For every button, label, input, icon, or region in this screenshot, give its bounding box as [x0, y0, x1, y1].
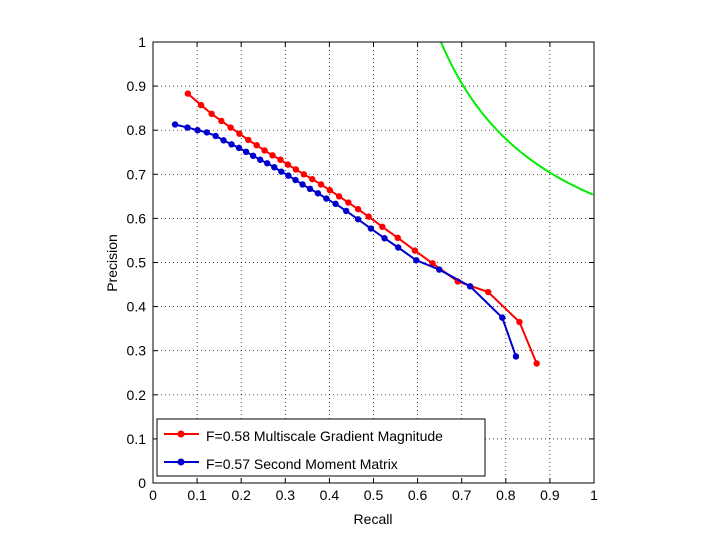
series-2-point — [264, 160, 271, 167]
series-2-point — [466, 283, 474, 290]
series-1-point — [236, 130, 243, 137]
legend-marker-series-1 — [177, 430, 185, 438]
x-tick-label: 0.1 — [187, 487, 207, 503]
x-tick-label: 0.6 — [408, 487, 428, 503]
series-1-point — [218, 117, 225, 125]
y-tick-label: 1 — [138, 34, 146, 50]
series-1-point — [484, 288, 492, 296]
x-tick-label: 1 — [590, 487, 598, 503]
series-1-point — [184, 90, 192, 97]
series-2-point — [249, 152, 257, 159]
series-2-point — [194, 127, 201, 134]
legend-label-series-2: F=0.57 Second Moment Matrix — [206, 456, 398, 472]
series-2-point — [299, 181, 306, 188]
series-1-point — [379, 223, 386, 230]
series-2-point — [285, 172, 292, 179]
y-tick-label: 0.8 — [127, 122, 147, 138]
series-2-point — [512, 353, 520, 360]
series-1-point — [208, 110, 215, 118]
series-1-point — [516, 318, 523, 326]
series-1-point — [429, 260, 436, 267]
series-1-point — [292, 166, 300, 173]
x-axis-label: Recall — [354, 511, 393, 527]
series-1-point — [411, 247, 419, 254]
y-axis-label: Precision — [104, 234, 120, 292]
series-1-point — [394, 234, 401, 242]
series-2-point — [354, 216, 362, 223]
legend: F=0.58 Multiscale Gradient Magnitude F=0… — [156, 418, 486, 477]
series-2-point — [342, 207, 350, 215]
series-2-point — [323, 195, 330, 202]
y-tick-label: 0.9 — [127, 78, 147, 94]
y-tick-label: 0.1 — [127, 431, 147, 447]
x-tick-label: 0.5 — [364, 487, 384, 503]
x-tick-label: 0 — [149, 487, 157, 503]
x-tick-label: 0.9 — [540, 487, 560, 503]
series-1-point — [261, 147, 268, 154]
series-2-point — [256, 156, 264, 163]
series-2-point — [212, 132, 219, 140]
series-2-point — [292, 176, 299, 184]
series-2-point — [278, 168, 285, 175]
iso-f-reference-curve — [440, 41, 594, 196]
series-1-point — [345, 199, 352, 206]
x-tick-label: 0.3 — [276, 487, 296, 503]
series-2-point — [332, 200, 339, 208]
series-1-point — [317, 181, 325, 188]
y-tick-label: 0.2 — [127, 387, 147, 403]
series-2-point — [381, 235, 388, 242]
series-1-point — [300, 171, 308, 178]
series-2-point — [436, 266, 443, 273]
series-2-point — [367, 225, 375, 232]
x-tick-label: 0.7 — [452, 487, 472, 503]
series-2-point — [235, 144, 243, 152]
x-tick-label: 0.4 — [320, 487, 340, 503]
series-2-point — [413, 257, 420, 264]
series-2-point — [242, 148, 250, 156]
series-2-point — [306, 185, 314, 193]
series-1-point — [277, 156, 284, 163]
series-2-point — [314, 190, 322, 197]
legend-marker-series-2 — [177, 458, 185, 466]
y-tick-label: 0.6 — [127, 210, 147, 226]
series-2-point — [203, 129, 211, 136]
y-tick-label: 0 — [138, 475, 146, 491]
series-1-point — [335, 193, 343, 200]
series-1-point — [284, 161, 292, 168]
ticks: 0 0.1 0.2 0.3 0.4 0.5 0.6 0.7 0.8 0.9 1 0 0.1 0.2 0.3 0… — [127, 34, 599, 503]
series-2-point — [220, 137, 227, 144]
series-1-point — [309, 175, 316, 183]
y-tick-label: 0.3 — [127, 343, 147, 359]
series-1-point — [197, 101, 205, 109]
legend-label-series-1: F=0.58 Multiscale Gradient Magnitude — [206, 428, 443, 444]
series-1-point — [326, 186, 334, 194]
series-2-point — [394, 244, 402, 251]
series-1-point — [227, 124, 234, 131]
legend-box — [156, 418, 486, 477]
series-1-point — [365, 213, 372, 220]
series-2-point — [499, 314, 506, 321]
x-tick-label: 0.8 — [496, 487, 516, 503]
series-1-point — [533, 360, 540, 367]
x-tick-label: 0.2 — [231, 487, 251, 503]
y-tick-label: 0.5 — [127, 255, 147, 271]
series-2-point — [184, 124, 191, 131]
series-1-point — [245, 136, 252, 144]
series-2-point — [228, 141, 235, 148]
series-2-point — [171, 121, 179, 128]
series-1-point — [269, 152, 276, 159]
y-tick-label: 0.4 — [127, 299, 147, 315]
series-1-point — [354, 205, 362, 213]
series-1-point — [253, 141, 260, 149]
y-tick-label: 0.7 — [127, 166, 147, 182]
series-2-point — [271, 164, 278, 171]
curves — [171, 41, 594, 367]
